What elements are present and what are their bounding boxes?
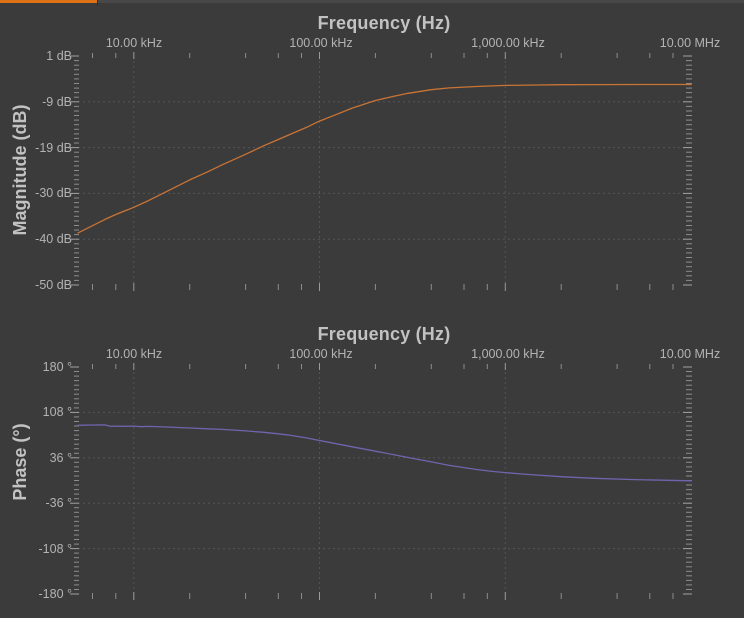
mag-ytick-m9db: -9 dB [42, 95, 72, 109]
phase-ytick-m180: -180 ° [38, 587, 73, 601]
active-tab-accent-bar[interactable] [0, 0, 97, 3]
phase-ytick-m108: -108 ° [38, 542, 73, 556]
phase-ytick-180: 180 ° [42, 360, 72, 374]
phase-xtick-10khz: 10.00 kHz [105, 347, 163, 361]
mag-xtick-10mhz: 10.00 MHz [659, 36, 721, 50]
mag-ytick-1db: 1 dB [46, 49, 72, 63]
phase-ytick-m36: -36 ° [45, 496, 72, 510]
magnitude-chart-title: Frequency (Hz) [317, 13, 451, 33]
mag-ytick-m30db: -30 dB [35, 186, 72, 200]
magnitude-plot[interactable] [70, 52, 692, 291]
panel-top-border [0, 0, 744, 3]
mag-xtick-100khz: 100.00 kHz [289, 36, 353, 50]
phase-xtick-1mhz: 1,000.00 kHz [471, 347, 545, 361]
phase-xtick-10mhz: 10.00 MHz [659, 347, 721, 361]
phase-trace [77, 424, 692, 482]
mag-xtick-10khz: 10.00 kHz [105, 36, 163, 50]
magnitude-trace [77, 83, 692, 234]
phase-chart-title: Frequency (Hz) [317, 324, 451, 344]
tab-divider [97, 0, 98, 6]
mag-ytick-m50db: -50 dB [35, 278, 72, 292]
phase-ytick-108: 108 ° [42, 405, 72, 419]
mag-xtick-1mhz: 1,000.00 kHz [471, 36, 545, 50]
mag-ytick-m19db: -19 dB [35, 141, 72, 155]
phase-ytick-36: 36 ° [49, 451, 72, 465]
phase-xtick-100khz: 100.00 kHz [289, 347, 353, 361]
phase-plot[interactable] [70, 363, 692, 600]
mag-ytick-m40db: -40 dB [35, 232, 72, 246]
